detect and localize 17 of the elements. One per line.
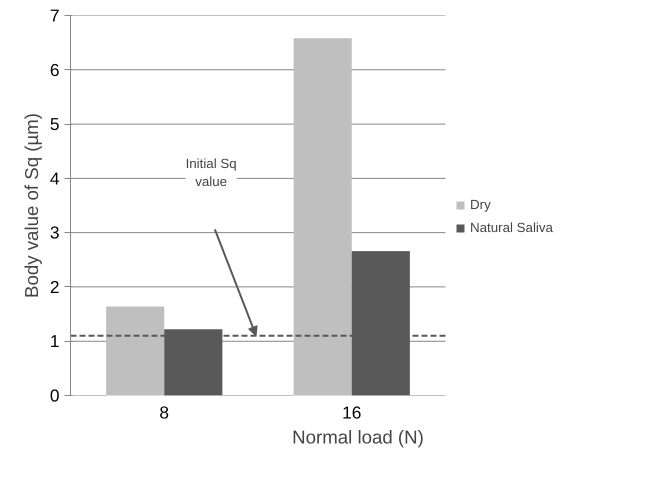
bar [106, 306, 164, 396]
y-tick-label: 2 [50, 276, 60, 297]
legend-label: Natural Saliva [470, 220, 553, 235]
y-tick-label: 3 [50, 222, 60, 243]
y-tick-label: 7 [50, 6, 60, 26]
y-tick-label: 4 [50, 168, 60, 188]
legend-label: Dry [470, 197, 491, 212]
x-tick-label: 16 [342, 402, 362, 422]
y-tick-label: 5 [50, 114, 60, 134]
annotation: Initial Sq value [186, 156, 237, 189]
bar [294, 38, 352, 396]
y-tick-label: 0 [50, 386, 60, 406]
y-axis-title: Body value of Sq (µm) [20, 113, 42, 298]
x-axis-title: Normal load (N) [292, 426, 424, 448]
y-tick-label: 1 [50, 331, 60, 352]
y-tick-label: 6 [50, 60, 60, 80]
x-tick-label: 8 [159, 402, 170, 422]
